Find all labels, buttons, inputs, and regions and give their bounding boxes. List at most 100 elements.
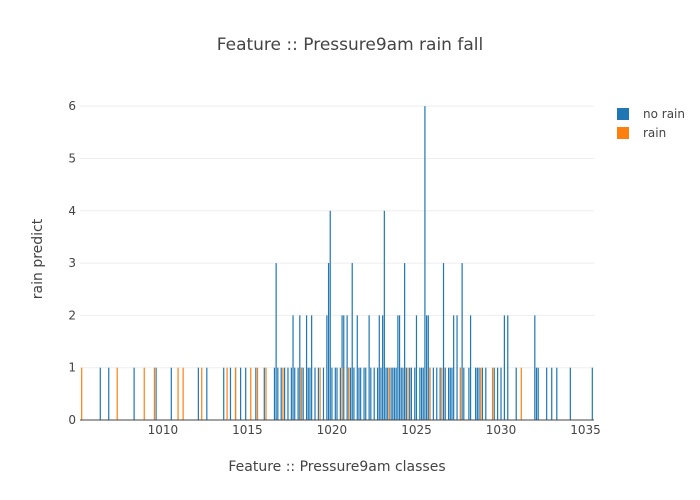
bar-rain[interactable] — [226, 367, 228, 420]
bar-no-rain[interactable] — [395, 367, 397, 420]
bar-no-rain[interactable] — [378, 315, 380, 420]
bar-no-rain[interactable] — [414, 367, 416, 420]
legend[interactable]: no rain rain — [617, 107, 685, 140]
bar-no-rain[interactable] — [432, 367, 434, 420]
bar-no-rain[interactable] — [415, 315, 418, 420]
bar-no-rain[interactable] — [277, 367, 279, 420]
bar-no-rain[interactable] — [263, 367, 265, 420]
bar-rain[interactable] — [459, 367, 462, 420]
bar-no-rain[interactable] — [461, 263, 463, 420]
bar-no-rain[interactable] — [439, 367, 441, 420]
bar-no-rain[interactable] — [314, 367, 316, 420]
bar-no-rain[interactable] — [309, 367, 311, 420]
bar-no-rain[interactable] — [393, 367, 396, 420]
bar-rain[interactable] — [407, 367, 409, 420]
bar-no-rain[interactable] — [400, 367, 402, 420]
bar-no-rain[interactable] — [317, 367, 319, 420]
bar-no-rain[interactable] — [476, 367, 478, 420]
bar-no-rain[interactable] — [427, 315, 429, 420]
bar-rain[interactable] — [441, 367, 443, 420]
bar-no-rain[interactable] — [436, 367, 438, 420]
bar-no-rain[interactable] — [311, 315, 313, 420]
bar-no-rain[interactable] — [339, 367, 341, 420]
bar-no-rain[interactable] — [297, 367, 299, 420]
bar-rain[interactable] — [341, 367, 343, 420]
bar-no-rain[interactable] — [409, 367, 411, 420]
bar-no-rain[interactable] — [451, 367, 453, 420]
bar-no-rain[interactable] — [515, 367, 517, 420]
bar-no-rain[interactable] — [420, 367, 423, 420]
bar-rain[interactable] — [143, 367, 145, 420]
bar-rain[interactable] — [388, 367, 391, 420]
bar-no-rain[interactable] — [170, 367, 172, 420]
bar-no-rain[interactable] — [346, 315, 348, 420]
bars-layer[interactable] — [81, 106, 593, 421]
bar-no-rain[interactable] — [419, 367, 421, 420]
bar-no-rain[interactable] — [305, 315, 308, 420]
bar-no-rain[interactable] — [422, 367, 424, 420]
bar-no-rain[interactable] — [206, 367, 208, 420]
bar-no-rain[interactable] — [426, 315, 428, 420]
bar-no-rain[interactable] — [356, 315, 358, 420]
bar-no-rain[interactable] — [326, 315, 328, 420]
bar-no-rain[interactable] — [376, 367, 379, 420]
bar-no-rain[interactable] — [358, 367, 360, 420]
bar-rain[interactable] — [282, 367, 284, 420]
bar-no-rain[interactable] — [229, 367, 232, 420]
bar-rain[interactable] — [234, 367, 237, 420]
bar-no-rain[interactable] — [385, 367, 387, 420]
bar-no-rain[interactable] — [133, 367, 135, 420]
bar-rain[interactable] — [491, 367, 494, 420]
bar-no-rain[interactable] — [292, 315, 294, 420]
bar-no-rain[interactable] — [365, 367, 367, 420]
bar-no-rain[interactable] — [469, 315, 472, 420]
bar-no-rain[interactable] — [535, 367, 538, 420]
bar-no-rain[interactable] — [380, 367, 382, 420]
bar-rain[interactable] — [116, 367, 118, 420]
bar-no-rain[interactable] — [334, 367, 336, 420]
bar-no-rain[interactable] — [307, 367, 309, 420]
bar-no-rain[interactable] — [383, 210, 385, 420]
bar-no-rain[interactable] — [468, 367, 470, 420]
bar-no-rain[interactable] — [410, 367, 412, 420]
bar-no-rain[interactable] — [275, 263, 277, 420]
bar-no-rain[interactable] — [447, 367, 450, 420]
bar-no-rain[interactable] — [322, 367, 325, 420]
bar-rain[interactable] — [300, 367, 303, 420]
bar-no-rain[interactable] — [363, 367, 365, 420]
bar-rain[interactable] — [520, 367, 522, 420]
bar-rain[interactable] — [265, 367, 267, 420]
bar-rain[interactable] — [348, 367, 350, 420]
bar-no-rain[interactable] — [287, 367, 289, 420]
bar-no-rain[interactable] — [463, 367, 465, 420]
legend-item-no-rain[interactable]: no rain — [617, 107, 685, 121]
bar-no-rain[interactable] — [343, 315, 345, 420]
bar-no-rain[interactable] — [481, 367, 484, 420]
bar-rain[interactable] — [81, 367, 83, 420]
bar-no-rain[interactable] — [397, 315, 399, 420]
bar-no-rain[interactable] — [387, 367, 389, 420]
bar-no-rain[interactable] — [302, 367, 304, 420]
bar-rain[interactable] — [182, 367, 184, 420]
bar-no-rain[interactable] — [294, 367, 296, 420]
bar-no-rain[interactable] — [475, 367, 477, 420]
bar-no-rain[interactable] — [336, 367, 338, 420]
bar-no-rain[interactable] — [534, 315, 536, 420]
bar-rain[interactable] — [256, 367, 259, 420]
bar-rain[interactable] — [201, 367, 203, 420]
bar-no-rain[interactable] — [299, 315, 301, 420]
bar-no-rain[interactable] — [442, 263, 445, 420]
bar-no-rain[interactable] — [485, 367, 487, 420]
bar-no-rain[interactable] — [591, 367, 593, 420]
bar-no-rain[interactable] — [478, 367, 480, 420]
bar-no-rain[interactable] — [551, 367, 553, 420]
bar-no-rain[interactable] — [453, 315, 455, 420]
bar-no-rain[interactable] — [329, 210, 331, 420]
bar-no-rain[interactable] — [155, 367, 157, 420]
bar-no-rain[interactable] — [546, 367, 548, 420]
bar-no-rain[interactable] — [444, 367, 446, 420]
bar-no-rain[interactable] — [404, 263, 406, 420]
bar-no-rain[interactable] — [368, 315, 370, 420]
bar-no-rain[interactable] — [255, 367, 257, 420]
bar-no-rain[interactable] — [351, 263, 353, 420]
